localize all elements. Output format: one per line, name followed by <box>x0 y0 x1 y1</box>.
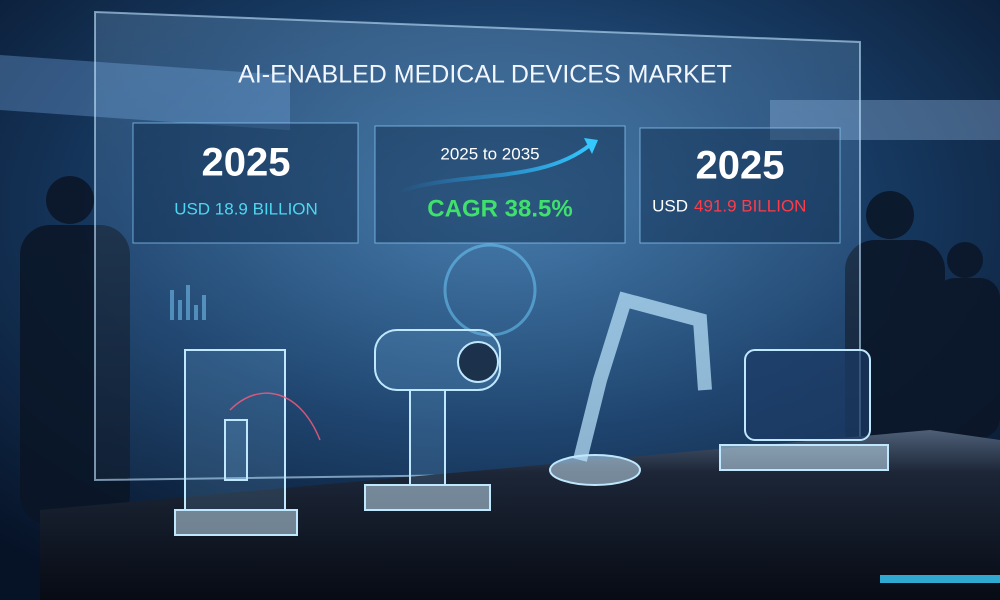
year: 2025 <box>202 141 291 185</box>
cagr: CAGR 38.5% <box>427 195 572 222</box>
market-value: 491.9 BILLION <box>694 196 806 215</box>
title: AI-ENABLED MEDICAL DEVICES MARKET <box>238 61 732 89</box>
wire <box>229 392 321 441</box>
period: 2025 to 2035 <box>440 144 539 163</box>
table-light <box>880 575 1000 583</box>
arrow-head <box>584 138 598 154</box>
currency: USD <box>652 196 688 215</box>
hologram-bars <box>170 285 206 320</box>
year: 2025 <box>696 144 785 188</box>
table <box>40 430 1000 600</box>
growth-arrow <box>397 143 592 194</box>
stat-box <box>639 127 841 244</box>
hologram-ring <box>443 243 537 337</box>
market-value: USD 18.9 BILLION <box>174 199 318 218</box>
stat-box <box>132 122 359 244</box>
devices <box>174 291 889 536</box>
